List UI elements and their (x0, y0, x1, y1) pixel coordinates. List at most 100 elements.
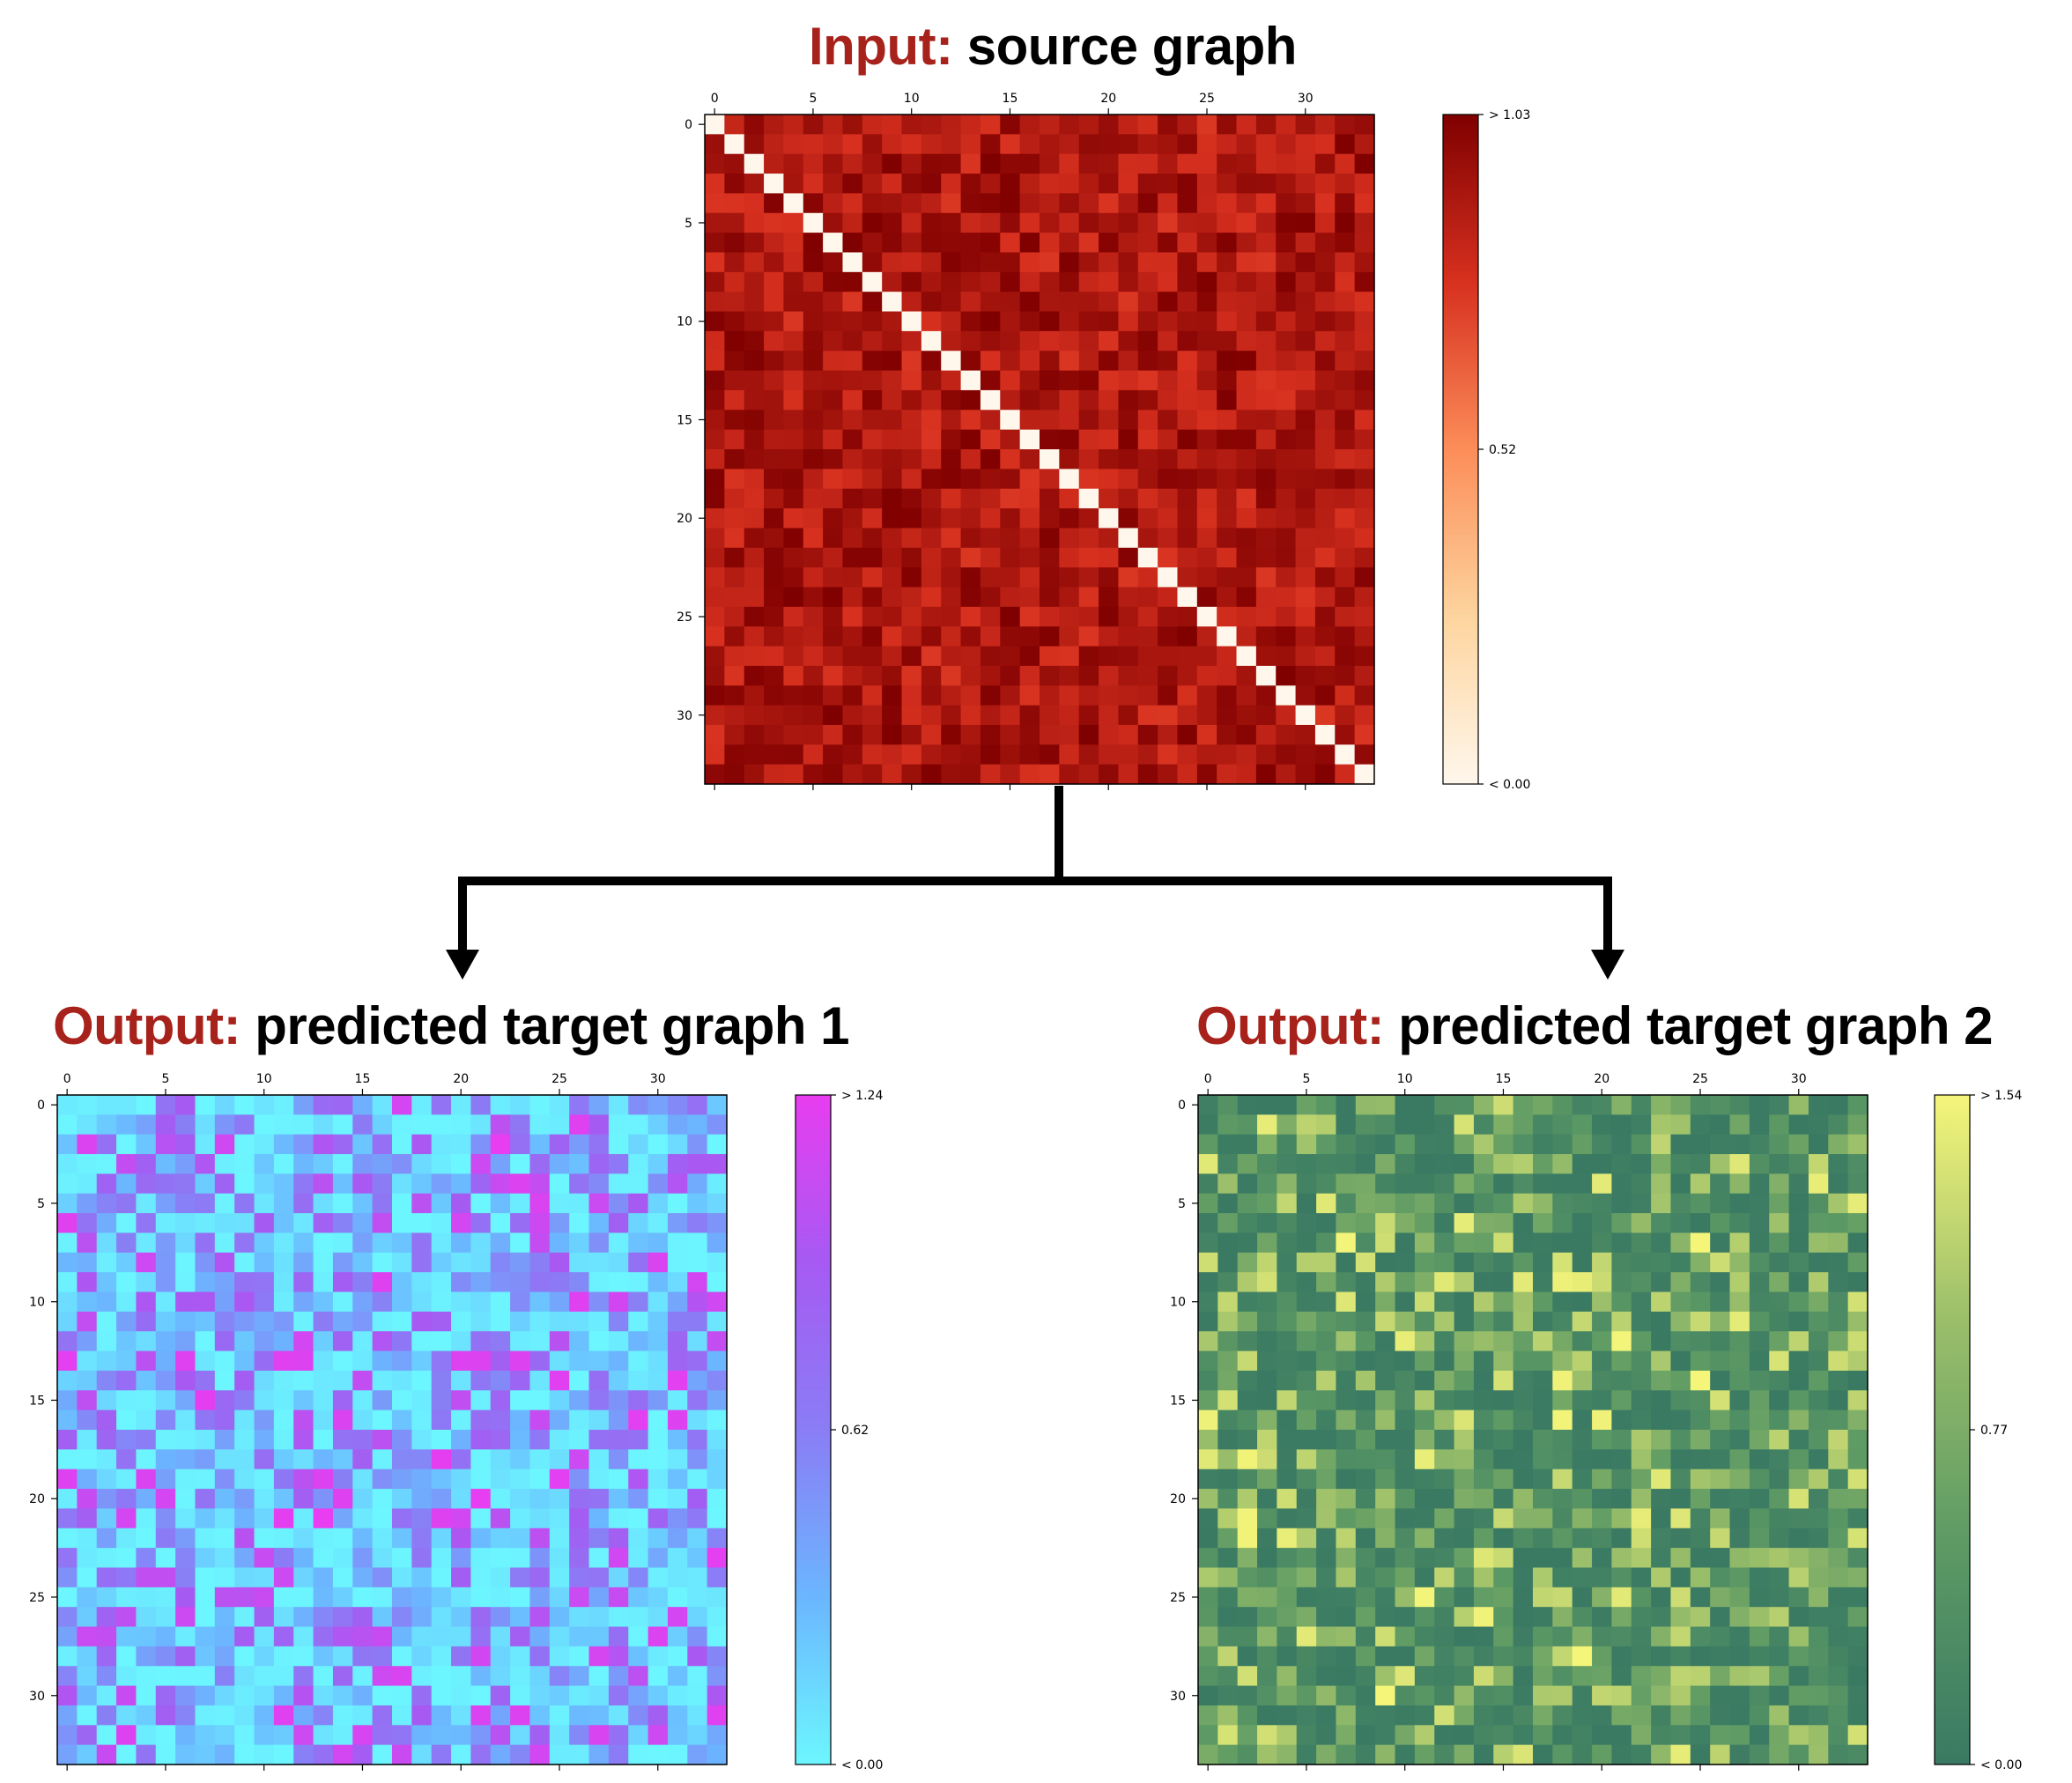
heatmap-cell (1769, 1646, 1790, 1667)
heatmap-cell (1276, 685, 1297, 707)
heatmap-cell (411, 1626, 433, 1647)
heatmap-cell (608, 1567, 629, 1588)
heatmap-cell (1217, 1173, 1239, 1195)
heatmap-cell (470, 1252, 492, 1273)
heatmap-cell (842, 351, 863, 372)
heatmap-cell (372, 1430, 393, 1450)
heatmap-cell (293, 1409, 314, 1431)
heatmap-cell (1314, 764, 1336, 785)
heatmap-cell (823, 606, 844, 627)
heatmap-cell (1808, 1587, 1829, 1608)
heatmap-cell (372, 1744, 393, 1765)
heatmap-cell (549, 1626, 570, 1647)
heatmap-cell (470, 1587, 492, 1608)
heatmap-cell (687, 1291, 708, 1313)
heatmap-cell (1710, 1409, 1731, 1431)
heatmap-cell (1454, 1528, 1475, 1549)
heatmap-cell (1375, 1409, 1396, 1431)
heatmap-cell (1158, 351, 1179, 372)
heatmap-cell (1572, 1252, 1593, 1273)
heatmap-cell (1788, 1548, 1809, 1569)
heatmap-cell (96, 1528, 117, 1549)
heatmap-cell (1019, 665, 1040, 686)
heatmap-cell (1847, 1331, 1868, 1352)
heatmap-cell (1513, 1744, 1534, 1765)
heatmap-cell (1414, 1567, 1435, 1588)
heatmap-cell (1078, 469, 1099, 490)
heatmap-cell (1828, 1567, 1849, 1588)
heatmap-cell (1059, 193, 1080, 214)
heatmap-cell (1375, 1744, 1396, 1765)
heatmap-cell (529, 1489, 551, 1510)
heatmap-cell (1118, 626, 1139, 647)
heatmap-cell (823, 665, 844, 686)
heatmap-cell (1137, 271, 1158, 292)
heatmap-cell (1631, 1548, 1652, 1569)
heatmap-cell (1040, 271, 1060, 292)
heatmap-cell (1355, 1193, 1376, 1214)
heatmap-cell (155, 1173, 176, 1195)
heatmap-cell (1552, 1626, 1573, 1647)
heatmap-cell (648, 1744, 669, 1765)
heatmap-cell (1354, 233, 1375, 254)
heatmap-cell (1296, 1232, 1317, 1254)
heatmap-cell (1808, 1390, 1829, 1411)
heatmap-cell (1354, 705, 1375, 726)
heatmap-cell (1533, 1272, 1553, 1293)
heatmap-cell (687, 1626, 708, 1647)
heatmap-cell (1454, 1095, 1475, 1115)
heatmap-cell (1847, 1095, 1868, 1115)
heatmap-cell (1255, 449, 1276, 470)
heatmap-cell (1314, 212, 1336, 233)
heatmap-cell (588, 1607, 610, 1628)
heatmap-cell (1395, 1331, 1416, 1352)
heatmap-cell (1335, 724, 1356, 745)
heatmap-cell (1493, 1430, 1514, 1450)
heatmap-cell (941, 646, 962, 667)
heatmap-cell (1335, 705, 1356, 726)
heatmap-cell (1198, 1725, 1218, 1746)
heatmap-cell (744, 351, 765, 372)
heatmap-cell (1354, 469, 1375, 490)
heatmap-cell (332, 1095, 353, 1115)
heatmap-cell (1808, 1626, 1829, 1647)
heatmap-cell (628, 1291, 649, 1313)
heatmap-cell (293, 1469, 314, 1490)
heatmap-cell (1078, 134, 1099, 155)
heatmap-cell (549, 1409, 570, 1431)
heatmap-cell (57, 1173, 78, 1195)
heatmap-cell (1414, 1705, 1435, 1726)
heatmap-cell (921, 606, 942, 627)
heatmap-cell (1828, 1213, 1849, 1234)
heatmap-cell (1395, 1449, 1416, 1470)
heatmap-cell (1354, 174, 1375, 195)
heatmap-cell (431, 1489, 452, 1510)
heatmap-cell (1788, 1725, 1809, 1746)
heatmap-cell (1217, 1252, 1239, 1273)
heatmap-cell (195, 1607, 216, 1628)
heatmap-cell (862, 193, 883, 214)
heatmap-cell (608, 1409, 629, 1431)
heatmap-cell (724, 469, 745, 490)
heatmap-cell (1059, 233, 1080, 254)
heatmap-cell (1236, 449, 1257, 470)
heatmap-cell (1749, 1095, 1770, 1115)
heatmap-cell (1592, 1430, 1613, 1450)
heatmap-cell (569, 1311, 590, 1332)
heatmap-cell (1513, 1095, 1534, 1115)
heatmap-cell (490, 1350, 511, 1372)
heatmap-cell (96, 1725, 117, 1746)
heatmap-cell (823, 626, 844, 647)
heatmap-cell (1631, 1607, 1652, 1628)
heatmap-cell (195, 1213, 216, 1234)
heatmap-cell (1314, 351, 1336, 372)
heatmap-cell (1592, 1154, 1613, 1175)
heatmap-cell (332, 1331, 353, 1352)
heatmap-cell (1236, 488, 1257, 509)
heatmap-cell (1395, 1311, 1416, 1332)
heatmap-cell (1592, 1685, 1613, 1706)
heatmap-cell (293, 1528, 314, 1549)
title-prefix: Output: (1196, 996, 1385, 1055)
heatmap-cell (1276, 587, 1297, 608)
heatmap-cell (451, 1489, 472, 1510)
